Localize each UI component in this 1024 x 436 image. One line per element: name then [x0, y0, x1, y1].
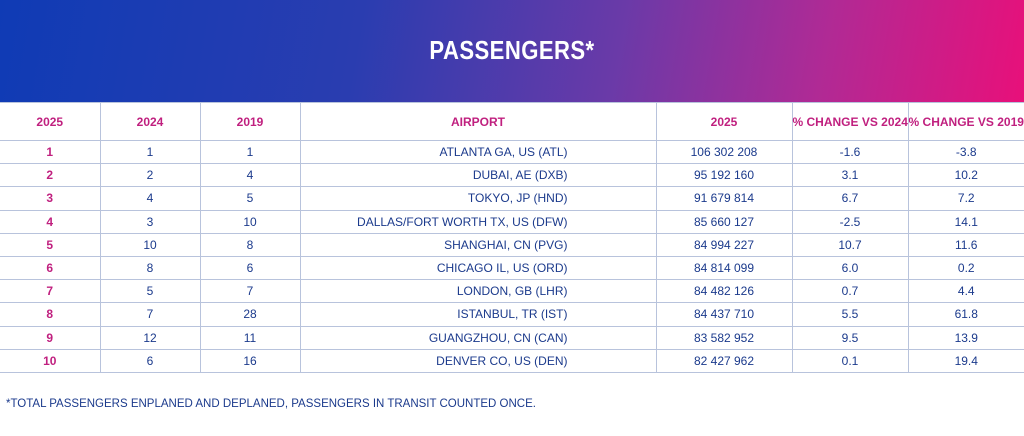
table-row: 4 3 10 DALLAS/FORT WORTH TX, US (DFW) 85 660… — [0, 209, 1024, 234]
cell-rank-2024: 10 — [99, 232, 201, 257]
cell-change-vs-2024: 3.1 — [791, 163, 909, 188]
cell-change-vs-2024: 10.7 — [791, 232, 909, 257]
cell-rank-2024: 5 — [99, 279, 201, 304]
page-title: PASSENGERS* — [429, 35, 595, 65]
cell-rank-2024: 3 — [99, 209, 201, 234]
cell-rank-2024: 6 — [99, 348, 201, 373]
table-row: 8 7 28 ISTANBUL, TR (IST) 84 437 710 5.5 61.8 — [0, 302, 1024, 327]
table-row: 9 12 11 GUANGZHOU, CN (CAN) 83 582 952 9.5 13.… — [0, 325, 1024, 350]
cell-passengers-2025: 82 427 962 — [655, 348, 793, 373]
column-header-airport: AIRPORT — [299, 102, 657, 141]
cell-rank-2024: 8 — [99, 255, 201, 281]
cell-change-vs-2019: 13.9 — [907, 325, 1024, 350]
cell-change-vs-2024: 6.0 — [791, 255, 909, 281]
cell-passengers-2025: 95 192 160 — [655, 163, 793, 188]
cell-change-vs-2024: 0.7 — [791, 279, 909, 304]
cell-change-vs-2019: 14.1 — [907, 209, 1024, 234]
cell-airport: GUANGZHOU, CN (CAN) — [299, 325, 657, 350]
cell-change-vs-2019: 7.2 — [907, 186, 1024, 211]
cell-rank-2019: 6 — [199, 255, 301, 281]
cell-rank-2019: 7 — [199, 279, 301, 304]
cell-airport: LONDON, GB (LHR) — [299, 279, 657, 304]
cell-airport: CHICAGO IL, US (ORD) — [299, 255, 657, 281]
table-row: 6 8 6 CHICAGO IL, US (ORD) 84 814 099 6.0 0.2 — [0, 255, 1024, 281]
cell-change-vs-2024: -2.5 — [791, 209, 909, 234]
cell-rank-2019: 8 — [199, 232, 301, 257]
cell-rank-2019: 10 — [199, 209, 301, 234]
cell-change-vs-2024: 0.1 — [791, 348, 909, 373]
cell-rank-2024: 4 — [99, 186, 201, 211]
cell-airport: DUBAI, AE (DXB) — [299, 163, 657, 188]
table-header-row: 2025 2024 2019 AIRPORT 2025% CHANGE VS 2024%… — [0, 102, 1024, 141]
cell-passengers-2025: 84 482 126 — [655, 279, 793, 304]
cell-rank-2019: 4 — [199, 163, 301, 188]
table-row: 7 5 7 LONDON, GB (LHR) 84 482 126 0.7 4.4 — [0, 279, 1024, 304]
cell-rank-2025: 8 — [0, 302, 101, 327]
cell-rank-2019: 28 — [199, 302, 301, 327]
cell-change-vs-2024: 6.7 — [791, 186, 909, 211]
cell-airport: DENVER CO, US (DEN) — [299, 348, 657, 373]
column-header-change-vs-2019: % CHANGE VS 2019 — [907, 102, 1024, 141]
table-row: 5 10 8 SHANGHAI, CN (PVG) 84 994 227 10.7 11.6 — [0, 232, 1024, 257]
cell-airport: DALLAS/FORT WORTH TX, US (DFW) — [299, 209, 657, 234]
cell-passengers-2025: 84 814 099 — [655, 255, 793, 281]
cell-passengers-2025: 84 994 227 — [655, 232, 793, 257]
table-row: 3 4 5 TOKYO, JP (HND) 91 679 814 6.7 7.2 — [0, 186, 1024, 211]
cell-rank-2025: 6 — [0, 255, 101, 281]
cell-rank-2025: 1 — [0, 139, 101, 165]
cell-change-vs-2024: 5.5 — [791, 302, 909, 327]
cell-rank-2019: 1 — [199, 139, 301, 165]
cell-airport: SHANGHAI, CN (PVG) — [299, 232, 657, 257]
cell-rank-2025: 3 — [0, 186, 101, 211]
cell-passengers-2025: 83 582 952 — [655, 325, 793, 350]
column-header-rank-2025: 2025 — [0, 102, 101, 141]
cell-change-vs-2024: 9.5 — [791, 325, 909, 350]
cell-passengers-2025: 84 437 710 — [655, 302, 793, 327]
cell-rank-2025: 7 — [0, 279, 101, 304]
table-row: 10 6 16 DENVER CO, US (DEN) 82 427 962 0.1 19.… — [0, 348, 1024, 373]
cell-passengers-2025: 91 679 814 — [655, 186, 793, 211]
cell-rank-2019: 5 — [199, 186, 301, 211]
cell-change-vs-2024: -1.6 — [791, 139, 909, 165]
cell-rank-2024: 7 — [99, 302, 201, 327]
table-row: 1 1 1 ATLANTA GA, US (ATL) 106 302 208 -1.6 -3… — [0, 139, 1024, 165]
cell-change-vs-2019: 19.4 — [907, 348, 1024, 373]
cell-rank-2024: 12 — [99, 325, 201, 350]
cell-rank-2019: 11 — [199, 325, 301, 350]
cell-change-vs-2019: 0.2 — [907, 255, 1024, 281]
cell-rank-2024: 1 — [99, 139, 201, 165]
cell-passengers-2025: 85 660 127 — [655, 209, 793, 234]
cell-change-vs-2019: 10.2 — [907, 163, 1024, 188]
column-header-rank-2019: 2019 — [199, 102, 301, 141]
passengers-table: 2025 2024 2019 AIRPORT 2025% CHANGE VS 2024%… — [0, 102, 1024, 373]
column-header-passengers-2025: 2025 — [655, 102, 793, 141]
table-row: 2 2 4 DUBAI, AE (DXB) 95 192 160 3.1 10.2 — [0, 163, 1024, 188]
cell-airport: ISTANBUL, TR (IST) — [299, 302, 657, 327]
cell-rank-2019: 16 — [199, 348, 301, 373]
footnote: *TOTAL PASSENGERS ENPLANED AND DEPLANED,… — [6, 398, 536, 410]
cell-rank-2025: 4 — [0, 209, 101, 234]
cell-change-vs-2019: -3.8 — [907, 139, 1024, 165]
cell-rank-2025: 5 — [0, 232, 101, 257]
cell-change-vs-2019: 61.8 — [907, 302, 1024, 327]
cell-airport: TOKYO, JP (HND) — [299, 186, 657, 211]
column-header-rank-2024: 2024 — [99, 102, 201, 141]
cell-rank-2025: 10 — [0, 348, 101, 373]
cell-rank-2025: 2 — [0, 163, 101, 188]
cell-passengers-2025: 106 302 208 — [655, 139, 793, 165]
cell-airport: ATLANTA GA, US (ATL) — [299, 139, 657, 165]
cell-change-vs-2019: 11.6 — [907, 232, 1024, 257]
title-banner: PASSENGERS* — [0, 0, 1024, 102]
cell-rank-2025: 9 — [0, 325, 101, 350]
column-header-change-vs-2024: % CHANGE VS 2024 — [791, 102, 909, 141]
cell-rank-2024: 2 — [99, 163, 201, 188]
cell-change-vs-2019: 4.4 — [907, 279, 1024, 304]
